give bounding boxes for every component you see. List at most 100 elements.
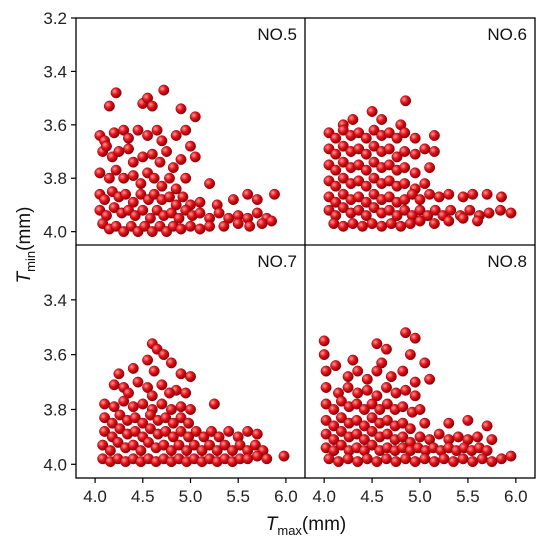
data-point bbox=[429, 204, 441, 216]
data-point bbox=[185, 371, 196, 383]
data-point bbox=[424, 162, 436, 174]
data-point bbox=[337, 156, 349, 168]
data-point bbox=[320, 365, 332, 377]
data-point bbox=[180, 172, 192, 184]
data-point bbox=[352, 365, 364, 377]
data-point bbox=[399, 146, 411, 157]
data-point bbox=[173, 439, 185, 451]
data-point bbox=[242, 453, 254, 465]
data-point bbox=[101, 140, 112, 152]
data-point bbox=[123, 143, 134, 155]
data-point bbox=[337, 188, 349, 200]
data-point bbox=[164, 172, 175, 184]
data-point bbox=[414, 204, 426, 216]
data-point bbox=[189, 151, 201, 163]
data-point bbox=[443, 188, 455, 200]
data-point bbox=[175, 223, 187, 235]
data-point bbox=[328, 218, 340, 230]
data-point bbox=[358, 420, 370, 432]
data-point bbox=[347, 354, 359, 366]
data-point bbox=[118, 395, 130, 407]
data-point bbox=[409, 390, 421, 402]
data-point bbox=[400, 327, 412, 339]
data-point bbox=[158, 439, 170, 451]
data-point bbox=[353, 159, 365, 171]
data-point bbox=[433, 191, 445, 203]
data-point bbox=[175, 103, 187, 115]
data-point bbox=[397, 401, 409, 413]
data-point bbox=[165, 207, 177, 219]
data-point bbox=[165, 445, 177, 457]
data-point bbox=[366, 412, 378, 424]
data-point bbox=[496, 453, 507, 465]
data-point bbox=[318, 335, 330, 347]
data-point bbox=[397, 417, 409, 429]
data-point bbox=[337, 124, 349, 136]
data-point bbox=[232, 218, 244, 230]
data-point bbox=[320, 414, 332, 426]
data-point bbox=[419, 417, 431, 429]
data-point bbox=[144, 212, 156, 224]
data-point bbox=[414, 404, 426, 415]
data-point bbox=[156, 398, 168, 410]
data-point bbox=[353, 204, 365, 216]
data-point bbox=[143, 436, 154, 448]
data-point bbox=[376, 220, 388, 232]
data-point bbox=[383, 191, 395, 203]
data-point bbox=[376, 357, 388, 369]
data-point bbox=[132, 376, 144, 388]
data-point bbox=[167, 417, 179, 429]
y-tick-label: 3.4 bbox=[43, 291, 67, 310]
data-point bbox=[129, 412, 141, 424]
data-point bbox=[366, 398, 378, 410]
data-point bbox=[404, 423, 416, 435]
data-point bbox=[219, 439, 231, 451]
data-point bbox=[164, 191, 175, 203]
data-point bbox=[106, 417, 118, 429]
data-point bbox=[330, 180, 342, 192]
data-point bbox=[146, 148, 158, 160]
data-point bbox=[342, 453, 354, 465]
data-point bbox=[361, 373, 373, 385]
data-point bbox=[347, 218, 359, 230]
data-point bbox=[422, 210, 434, 222]
data-point bbox=[383, 204, 395, 216]
data-point bbox=[409, 376, 421, 388]
data-point bbox=[167, 162, 179, 174]
data-point bbox=[391, 132, 403, 144]
data-point bbox=[160, 425, 172, 437]
data-point bbox=[357, 220, 368, 232]
data-point bbox=[337, 172, 349, 184]
data-point bbox=[414, 215, 426, 227]
data-point bbox=[337, 140, 349, 152]
panel-no7: NO.7 bbox=[97, 252, 297, 468]
data-point bbox=[399, 178, 411, 190]
data-point bbox=[190, 425, 202, 437]
panels-layer: NO.5 NO.6 NO.7 NO.8 bbox=[94, 25, 527, 468]
panel-label: NO.6 bbox=[487, 25, 527, 44]
data-point bbox=[183, 417, 195, 429]
data-point bbox=[161, 146, 173, 157]
data-point bbox=[424, 188, 436, 200]
data-point bbox=[406, 188, 418, 200]
data-point bbox=[366, 425, 378, 437]
data-point bbox=[160, 412, 172, 424]
data-point bbox=[135, 178, 147, 190]
y-tick-label: 3.8 bbox=[43, 400, 67, 419]
data-point bbox=[127, 401, 139, 413]
axes-layer: 3.2 3.4 3.6 3.8 4.0 3.4 3.6 3.8 4.0 4.0 4.5 5.0 5.5 6… bbox=[43, 9, 536, 506]
data-point bbox=[164, 387, 175, 399]
data-point bbox=[127, 170, 139, 182]
data-point bbox=[244, 220, 256, 232]
y-axis-title: Tmin(mm) bbox=[14, 207, 38, 284]
data-point bbox=[472, 215, 483, 227]
data-point bbox=[409, 167, 421, 179]
data-point bbox=[419, 143, 431, 155]
data-point bbox=[108, 401, 120, 413]
data-point bbox=[320, 428, 332, 440]
data-point bbox=[330, 360, 342, 372]
data-point bbox=[137, 417, 149, 429]
data-point bbox=[180, 124, 192, 136]
data-point bbox=[110, 164, 122, 176]
